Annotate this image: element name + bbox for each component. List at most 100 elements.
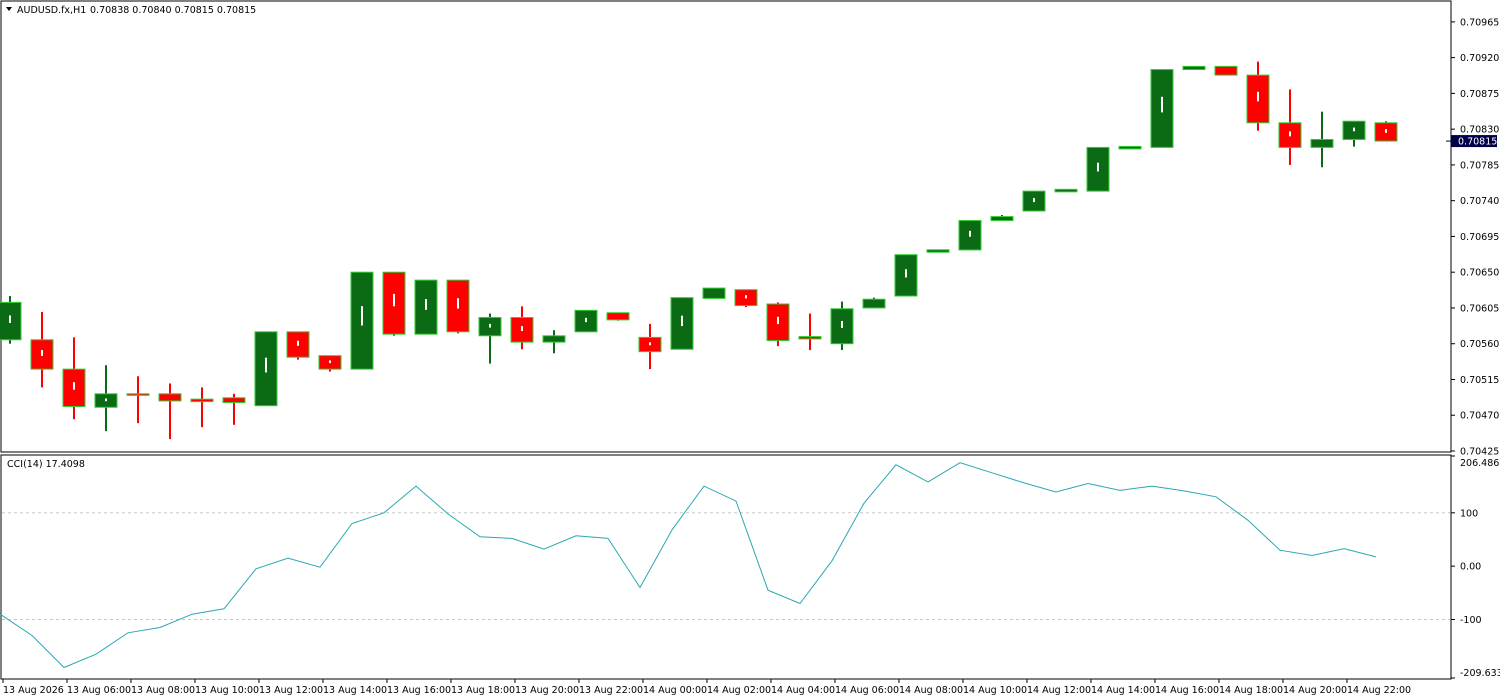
time-tick-label: 14 Aug 16:00 [1155, 685, 1219, 696]
time-tick-label: 14 Aug 08:00 [899, 685, 963, 696]
candle [542, 330, 566, 354]
candle [1214, 65, 1238, 76]
candle-body [158, 393, 182, 402]
time-tick-label: 13 Aug 14:00 [323, 685, 387, 696]
candle [798, 313, 822, 351]
candle [1182, 65, 1206, 71]
candle [990, 214, 1014, 222]
candle [734, 289, 758, 308]
candle [958, 220, 982, 251]
candle-body [1054, 188, 1078, 193]
price-tick-label: 0.70560 [1460, 339, 1499, 350]
candle [254, 331, 278, 407]
candle [478, 313, 502, 364]
time-tick-label: 14 Aug 06:00 [835, 685, 899, 696]
time-tick-label: 13 Aug 18:00 [451, 685, 515, 696]
candle [1374, 121, 1398, 142]
price-tick-label: 0.70740 [1460, 196, 1499, 207]
time-tick-label: 13 Aug 22:00 [579, 685, 643, 696]
price-panel[interactable] [0, 0, 1452, 453]
candle [638, 323, 662, 370]
time-tick-label: 14 Aug 18:00 [1219, 685, 1283, 696]
candle [1054, 188, 1078, 193]
price-tick-label: 0.70605 [1460, 303, 1499, 314]
candle [862, 297, 886, 309]
time-tick-label: 14 Aug 04:00 [771, 685, 835, 696]
price-axis: 0.70965 0.70920 0.70875 0.70830 0.70785 0.707… [1446, 17, 1499, 458]
cci-tick-label: -209.6338 [1460, 668, 1500, 679]
time-tick-label: 13 Aug 06:00 [67, 685, 131, 696]
cci-tick-label: 0.00 [1460, 562, 1481, 573]
cci-grid [2, 512, 1450, 621]
price-tick-label: 0.70650 [1460, 268, 1499, 279]
candle [606, 312, 630, 321]
candle [510, 306, 534, 350]
candle [1278, 89, 1302, 165]
candle-body [702, 287, 726, 299]
time-tick-label: 14 Aug 00:00 [643, 685, 707, 696]
time-tick-label: 14 Aug 22:00 [1347, 685, 1411, 696]
time-tick-label: 13 Aug 08:00 [131, 685, 195, 696]
time-tick-label: 13 Aug 16:00 [387, 685, 451, 696]
cci-tick-label: 100 [1460, 508, 1478, 519]
cci-tick-label: 206.4863 [1460, 458, 1500, 469]
candles-group [0, 61, 1398, 440]
candle [766, 302, 790, 347]
svg-text:0.70815: 0.70815 [1458, 137, 1497, 148]
candle-body [1310, 138, 1334, 148]
time-tick-label: 14 Aug 12:00 [1027, 685, 1091, 696]
cci-label: CCI(14) 17.4098 [7, 459, 85, 470]
candle [1086, 146, 1110, 192]
candle-body [926, 249, 950, 253]
time-tick-label: 13 Aug 10:00 [195, 685, 259, 696]
dropdown-triangle-icon[interactable] [6, 7, 12, 11]
candle-body [1118, 145, 1142, 150]
cci-panel[interactable] [0, 454, 1452, 680]
price-tick-label: 0.70920 [1460, 53, 1499, 64]
candle [94, 365, 118, 432]
candle [62, 337, 86, 420]
candle [286, 331, 310, 360]
time-tick-label: 13 Aug 20:00 [515, 685, 579, 696]
candle [350, 271, 374, 370]
candle-body [1182, 65, 1206, 71]
ohlc-readout: 0.70838 0.70840 0.70815 0.70815 [90, 5, 256, 16]
candle [574, 309, 598, 333]
candle [222, 393, 246, 425]
candle [30, 311, 54, 388]
time-tick-label: 13 Aug 2026 [3, 685, 64, 696]
price-tick-label: 0.70830 [1460, 125, 1499, 136]
cci-line [0, 462, 1377, 669]
price-tick-label: 0.70695 [1460, 232, 1499, 243]
candle [1022, 190, 1046, 212]
candle [894, 254, 918, 297]
price-tick-label: 0.70785 [1460, 160, 1499, 171]
candle [1118, 145, 1142, 150]
price-tick-label: 0.70515 [1460, 375, 1499, 386]
candle [670, 297, 694, 350]
candle [1310, 111, 1334, 168]
candle-body [222, 397, 246, 404]
candle [318, 355, 342, 372]
candle-body [126, 393, 150, 396]
candle [1246, 61, 1270, 131]
candle-body [1214, 65, 1238, 76]
current-price-tag: 0.70815 [1451, 135, 1497, 148]
time-tick-label: 14 Aug 20:00 [1283, 685, 1347, 696]
candle [830, 301, 854, 351]
price-tick-label: 0.70965 [1460, 17, 1499, 28]
candle [926, 249, 950, 253]
price-tick-label: 0.70470 [1460, 411, 1499, 422]
candle [0, 296, 22, 344]
price-tick-label: 0.70875 [1460, 89, 1499, 100]
candle [702, 287, 726, 299]
cci-tick-label: -100 [1460, 615, 1482, 626]
price-tick-label: 0.70425 [1460, 447, 1499, 458]
candle [414, 279, 438, 335]
candle-body [990, 216, 1014, 222]
cci-axis: 206.4863 100 0.00 -100 -209.6338 [1451, 455, 1500, 679]
candle [126, 376, 150, 424]
candle [190, 387, 214, 428]
candle [1342, 120, 1366, 147]
